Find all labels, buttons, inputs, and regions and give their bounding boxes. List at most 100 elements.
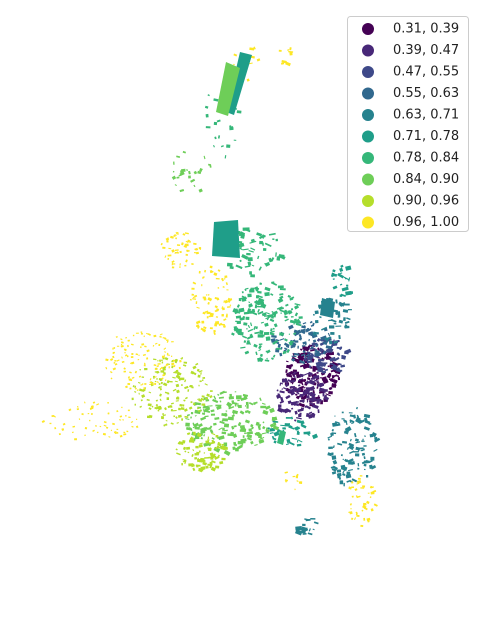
building — [305, 380, 310, 385]
building — [288, 324, 294, 330]
building — [221, 306, 224, 309]
building — [114, 360, 117, 362]
building — [344, 303, 350, 306]
building — [246, 435, 251, 438]
building — [232, 433, 238, 438]
building — [319, 363, 322, 368]
building — [229, 393, 233, 398]
building — [210, 466, 217, 472]
building — [166, 397, 169, 400]
building — [328, 391, 333, 395]
building — [299, 373, 304, 378]
building — [320, 298, 335, 318]
building — [312, 433, 319, 440]
building — [205, 465, 209, 469]
building — [143, 362, 146, 365]
building — [279, 400, 285, 404]
building — [112, 367, 117, 371]
building — [209, 441, 215, 445]
building — [332, 382, 337, 387]
building — [329, 379, 336, 384]
building — [180, 357, 183, 360]
building — [324, 395, 327, 398]
building — [321, 370, 327, 374]
legend-frame — [347, 16, 469, 232]
building — [172, 376, 176, 379]
building — [143, 387, 146, 390]
building — [229, 125, 232, 130]
building — [339, 480, 344, 485]
building — [330, 432, 334, 437]
building — [162, 413, 164, 416]
building — [257, 295, 263, 299]
building — [184, 385, 189, 390]
building — [156, 365, 160, 368]
building — [285, 380, 289, 385]
building — [290, 416, 294, 420]
building — [254, 444, 258, 447]
building — [282, 387, 288, 391]
building — [184, 450, 187, 453]
building — [348, 444, 355, 451]
building — [206, 393, 210, 397]
building — [170, 402, 174, 405]
building — [285, 416, 291, 419]
building — [175, 369, 179, 373]
building — [316, 386, 319, 389]
building — [129, 371, 132, 374]
building — [164, 255, 167, 258]
building — [313, 347, 318, 351]
building — [349, 419, 355, 423]
building — [226, 262, 233, 267]
building — [349, 503, 353, 506]
building — [166, 339, 169, 341]
building — [112, 351, 115, 355]
building — [259, 234, 265, 240]
building — [103, 424, 107, 427]
building — [341, 286, 349, 292]
building — [221, 314, 224, 317]
building — [169, 380, 173, 383]
building — [277, 285, 284, 289]
building — [246, 342, 251, 345]
building — [248, 428, 252, 432]
building — [221, 457, 226, 461]
building — [246, 252, 251, 256]
building — [41, 420, 45, 424]
building — [348, 412, 353, 414]
legend-label: 0.78, 0.84 — [393, 151, 459, 166]
building — [351, 460, 355, 465]
building — [198, 398, 203, 402]
building — [194, 414, 197, 417]
building — [214, 417, 220, 420]
building — [350, 508, 352, 510]
building — [154, 406, 158, 410]
building — [225, 410, 228, 412]
building — [368, 459, 373, 464]
building — [181, 384, 183, 386]
building — [254, 304, 258, 309]
building — [224, 429, 228, 432]
building — [327, 452, 333, 457]
building — [264, 315, 268, 317]
building — [343, 276, 350, 281]
building — [339, 267, 344, 272]
building — [312, 404, 319, 409]
building — [202, 276, 205, 279]
building — [72, 425, 76, 428]
building — [255, 326, 258, 330]
building — [130, 421, 134, 423]
building — [192, 281, 197, 285]
building — [183, 361, 188, 364]
building — [363, 506, 368, 511]
building — [265, 312, 270, 315]
building — [284, 315, 288, 319]
building — [237, 399, 240, 402]
building — [244, 265, 251, 268]
building — [351, 478, 358, 483]
building — [171, 262, 173, 266]
building — [204, 105, 209, 109]
building — [195, 402, 201, 406]
building — [315, 361, 323, 367]
building — [234, 443, 238, 447]
